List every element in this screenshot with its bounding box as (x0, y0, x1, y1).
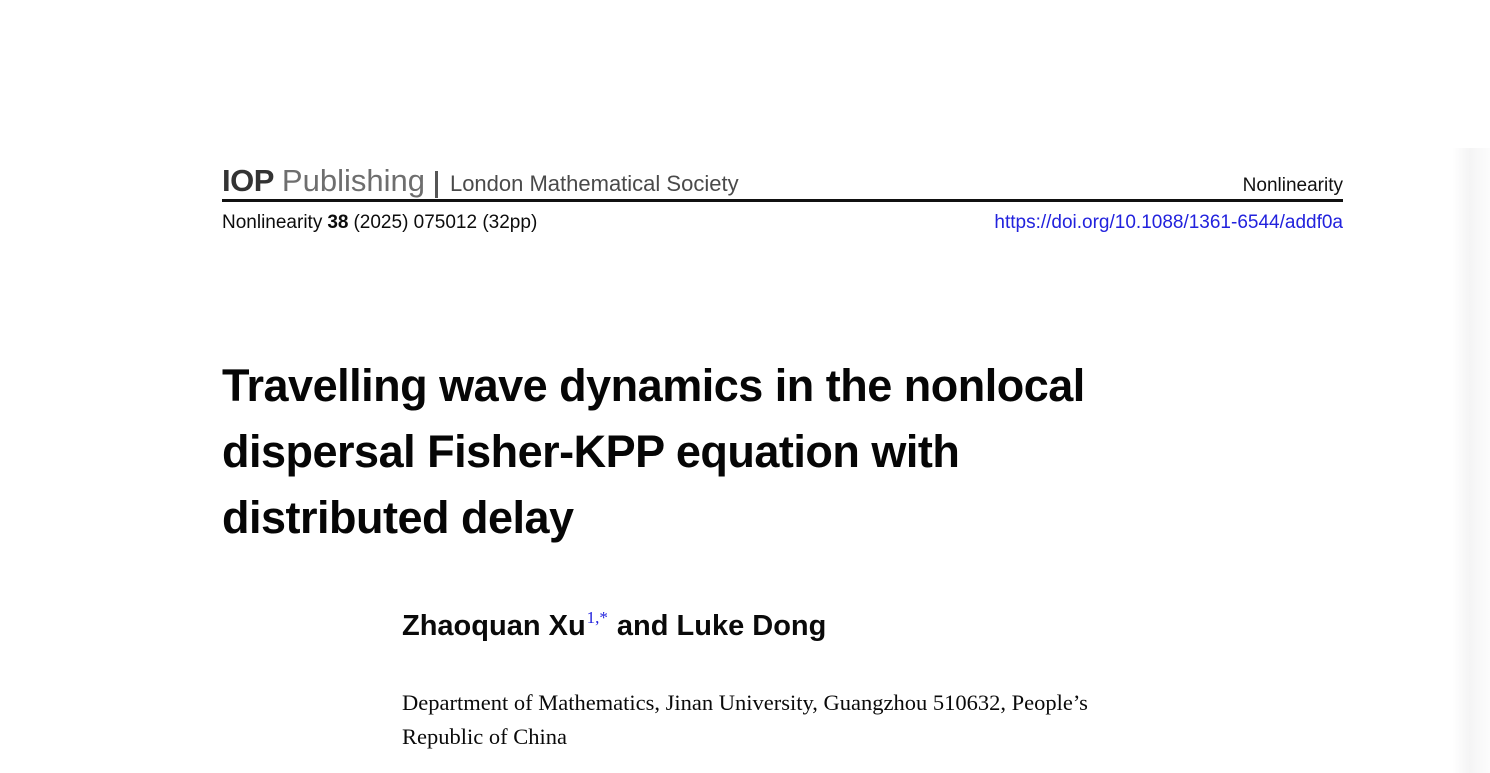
citation-issue-info: (2025) 075012 (32pp) (353, 212, 538, 233)
citation-text: Nonlinearity 38 (2025) 075012 (32pp) (222, 212, 537, 234)
citation-volume: 38 (327, 212, 349, 233)
iop-logo: IOP (222, 163, 274, 198)
page-edge-shadow (1452, 148, 1490, 773)
affiliation-line-2: Republic of China (402, 723, 567, 749)
publisher-masthead: IOP Publishing London Mathematical Socie… (222, 163, 739, 199)
society-name: London Mathematical Society (449, 171, 739, 196)
author-affiliation-superscript: 1,* (586, 608, 608, 627)
author-name-1: Zhaoquan Xu (402, 610, 586, 642)
article-title-line-1: Travelling wave dynamics in the nonlocal (222, 360, 1085, 411)
affiliation-line-1: Department of Mathematics, Jinan Univers… (402, 690, 1088, 715)
citation-journal: Nonlinearity (222, 212, 323, 233)
journal-name: Nonlinearity (1242, 175, 1343, 196)
masthead-divider (434, 170, 438, 198)
citation-line: Nonlinearity 38 (2025) 075012 (32pp) https… (222, 212, 1343, 234)
doi-link[interactable]: https://doi.org/10.1088/1361-6544/addf0a (994, 212, 1343, 233)
author-name-2: and Luke Dong (616, 610, 827, 642)
article-title: Travelling wave dynamics in the nonlocal… (222, 353, 1085, 551)
masthead: IOP Publishing London Mathematical Socie… (222, 163, 1343, 199)
header-rule (222, 199, 1343, 202)
author-line: Zhaoquan Xu1,* and Luke Dong (402, 608, 827, 643)
article-title-line-3: distributed delay (222, 492, 574, 543)
publisher-name: Publishing (281, 163, 425, 198)
affiliation: Department of Mathematics, Jinan Univers… (402, 686, 1088, 753)
article-title-line-2: dispersal Fisher-KPP equation with (222, 426, 960, 477)
page-content: IOP Publishing London Mathematical Socie… (222, 0, 1343, 773)
